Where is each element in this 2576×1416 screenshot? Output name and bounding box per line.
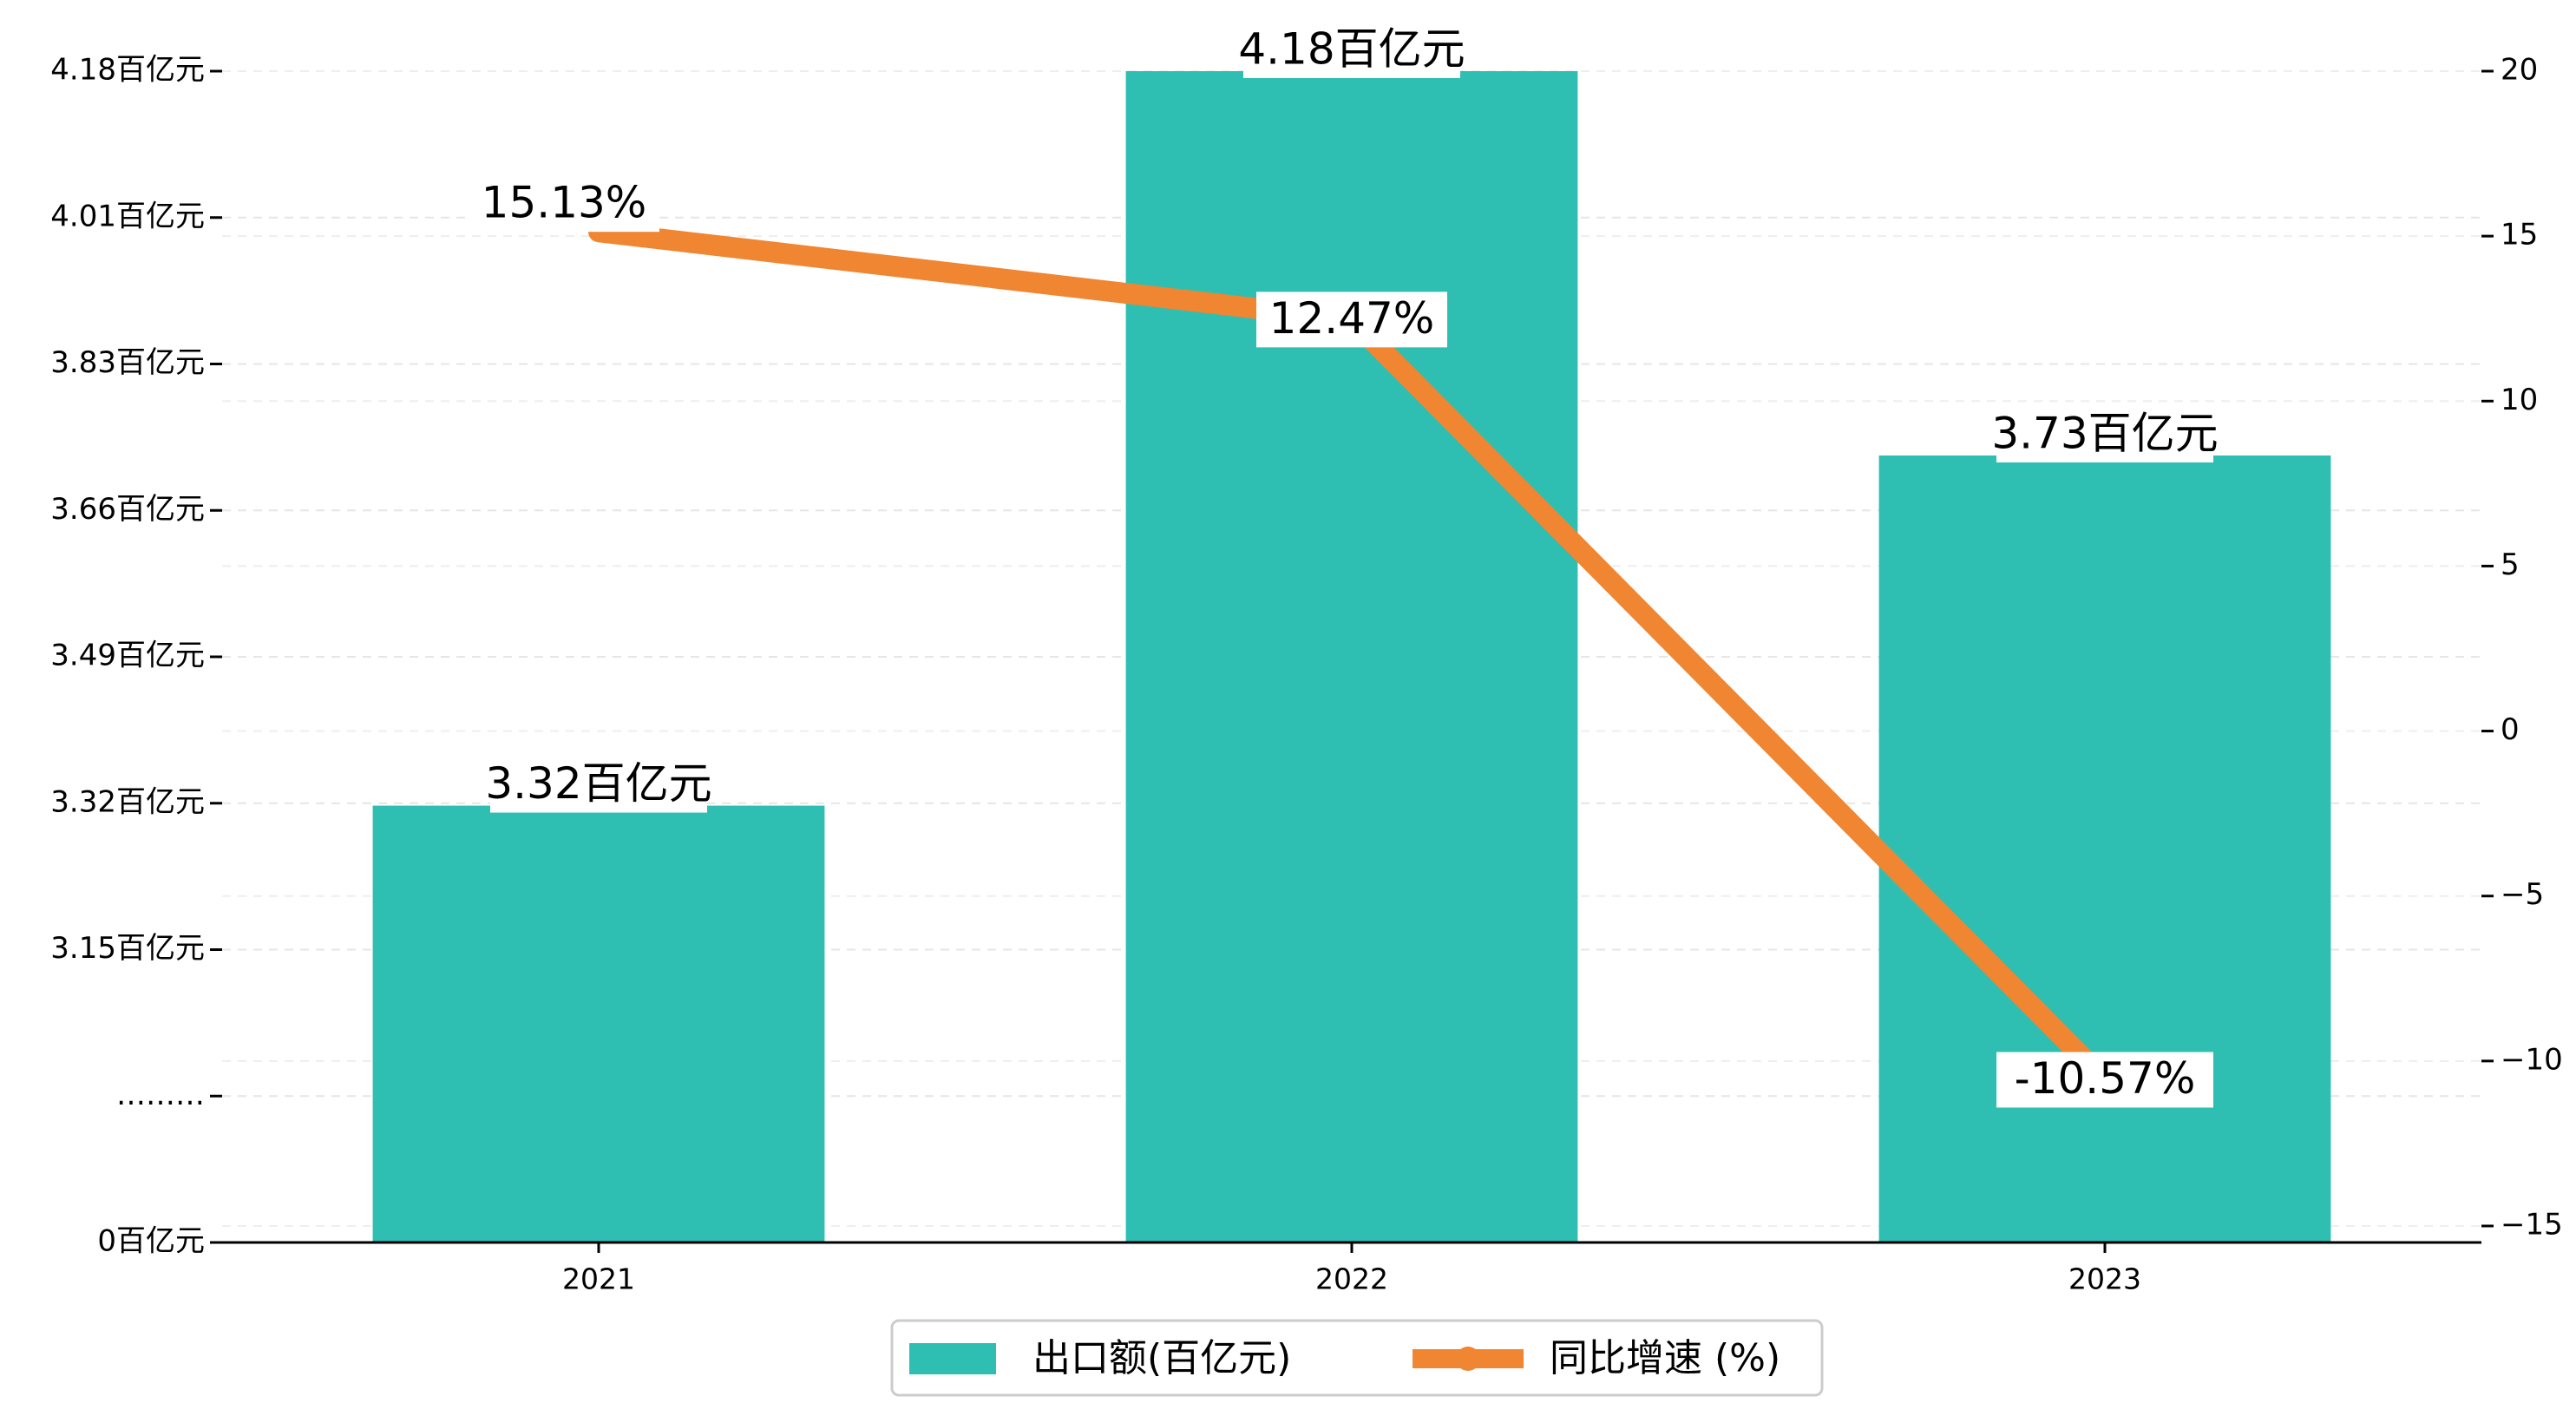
x-tick-label: 2023 <box>2068 1262 2141 1296</box>
bar <box>1878 455 2331 1242</box>
line-value-label-box <box>469 176 659 233</box>
bar <box>372 805 825 1242</box>
y-right-tick-label: −5 <box>2501 877 2544 912</box>
bar-value-label-box <box>1243 23 1460 78</box>
bar-value-label: 3.73百亿元 <box>1991 408 2218 458</box>
y-left-tick-label: 3.15百亿元 <box>50 931 205 966</box>
y-left-tick-label: 3.83百亿元 <box>50 345 205 380</box>
y-left-tick-label: 0百亿元 <box>97 1224 205 1259</box>
y-left-tick-label: 3.66百亿元 <box>50 492 205 527</box>
legend-frame <box>890 1319 1824 1397</box>
y-left-tick-label: 3.32百亿元 <box>50 784 205 819</box>
y-left-tick-label: 4.01百亿元 <box>50 199 205 233</box>
bar <box>1125 71 1578 1242</box>
y-right-tick-label: 15 <box>2501 218 2538 252</box>
bar-value-label: 3.32百亿元 <box>485 758 711 809</box>
line-value-label: -10.57% <box>2015 1053 2196 1104</box>
y-right-tick-label: −15 <box>2501 1207 2563 1242</box>
line-value-label-box <box>1256 292 1447 348</box>
bar-value-label-box <box>1996 406 2213 462</box>
line-value-label: 12.47% <box>1269 293 1435 344</box>
legend-label-bar: 出口额(百亿元) <box>1032 1336 1291 1380</box>
legend-swatch-bar <box>909 1343 996 1374</box>
line-value-label: 15.13% <box>482 178 647 228</box>
x-tick-label: 2021 <box>562 1262 635 1296</box>
legend: 出口额(百亿元) 同比增速 (%) <box>890 1319 1824 1397</box>
y-left-tick-label: 3.49百亿元 <box>50 639 205 673</box>
y-right-tick-label: 0 <box>2501 712 2520 747</box>
x-tick-label: 2022 <box>1315 1262 1388 1296</box>
y-right-tick-label: −10 <box>2501 1042 2563 1077</box>
line-value-label-box <box>1996 1052 2213 1108</box>
data-labels: 3.32百亿元 4.18百亿元 3.73百亿元 15.13% 12.47% -10.57% <box>469 23 2219 1108</box>
y-right-tick-label: 5 <box>2501 547 2520 582</box>
y-right-tick-label: 10 <box>2501 383 2538 417</box>
bar-value-label-box <box>490 757 707 813</box>
y-left-tick-label: 4.18百亿元 <box>50 53 205 88</box>
bar-series <box>372 71 2331 1242</box>
legend-label-line: 同比增速 (%) <box>1550 1336 1780 1380</box>
y-right-tick-label: 20 <box>2501 53 2538 88</box>
legend-marker-line <box>1456 1347 1480 1371</box>
bar-value-label: 4.18百亿元 <box>1238 24 1465 75</box>
y-left-tick-label: ……… <box>116 1078 205 1112</box>
axes: 0百亿元 ……… 3.15百亿元 3.32百亿元 3.49百亿元 3.66百亿元 3.83百… <box>50 53 2562 1296</box>
